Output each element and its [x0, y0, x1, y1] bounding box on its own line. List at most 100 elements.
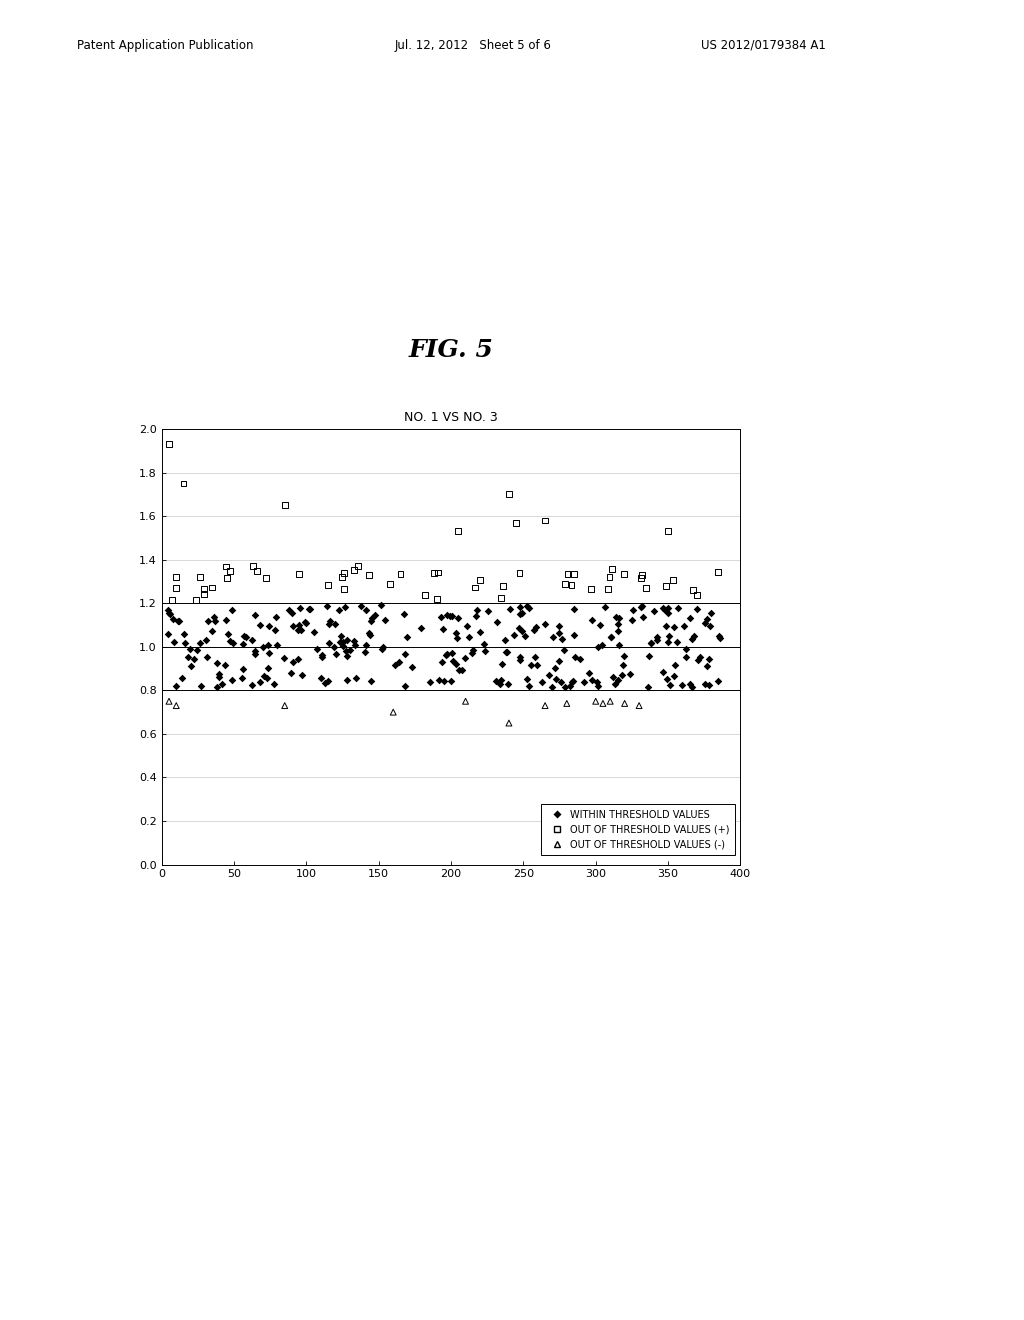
Point — [443, 605, 460, 626]
Point — [213, 675, 229, 696]
Point — [697, 673, 714, 694]
Point — [296, 611, 312, 632]
Point — [336, 562, 352, 583]
Point — [252, 614, 268, 635]
Point — [459, 615, 475, 636]
Point — [385, 702, 401, 723]
Point — [495, 576, 511, 597]
Point — [676, 616, 692, 638]
Point — [583, 578, 599, 599]
Point — [387, 655, 403, 676]
Point — [220, 624, 237, 645]
Point — [322, 610, 338, 631]
Point — [603, 558, 620, 579]
Point — [475, 634, 492, 655]
Point — [285, 615, 301, 636]
Point — [563, 574, 580, 595]
Point — [358, 635, 375, 656]
Point — [689, 585, 706, 606]
Legend: WITHIN THRESHOLD VALUES, OUT OF THRESHOLD VALUES (+), OUT OF THRESHOLD VALUES (-: WITHIN THRESHOLD VALUES, OUT OF THRESHOL… — [541, 804, 735, 855]
Point — [584, 669, 600, 690]
Point — [512, 647, 528, 668]
Point — [396, 676, 413, 697]
Point — [451, 660, 467, 681]
Point — [545, 626, 561, 647]
Point — [314, 647, 331, 668]
Point — [501, 713, 517, 734]
Point — [417, 585, 433, 606]
Point — [434, 619, 451, 640]
Point — [547, 657, 563, 678]
Point — [373, 595, 389, 616]
Point — [544, 677, 560, 698]
Point — [357, 599, 374, 620]
Point — [682, 673, 698, 694]
Point — [168, 675, 184, 696]
Point — [209, 677, 225, 698]
Point — [564, 672, 581, 693]
Point — [316, 673, 333, 694]
Point — [360, 622, 377, 643]
Point — [686, 626, 702, 647]
Text: Patent Application Publication: Patent Application Publication — [77, 38, 253, 51]
Point — [346, 560, 362, 581]
Point — [626, 599, 642, 620]
Point — [556, 573, 572, 594]
Point — [167, 577, 183, 598]
Point — [443, 671, 460, 692]
Point — [567, 647, 584, 668]
Point — [501, 483, 517, 504]
Point — [497, 630, 513, 651]
Point — [261, 615, 278, 636]
Point — [247, 643, 263, 664]
Point — [334, 566, 350, 587]
Point — [595, 693, 611, 714]
Point — [211, 667, 227, 688]
Point — [442, 605, 459, 626]
Point — [615, 645, 632, 667]
Point — [319, 595, 336, 616]
Point — [604, 667, 621, 688]
Point — [361, 565, 378, 586]
Point — [660, 598, 677, 619]
Point — [537, 696, 553, 717]
Point — [534, 672, 550, 693]
Point — [429, 589, 445, 610]
Point — [268, 635, 285, 656]
Point — [338, 640, 354, 661]
Point — [291, 615, 307, 636]
Point — [171, 610, 187, 631]
Point — [292, 619, 308, 640]
Point — [342, 640, 358, 661]
Point — [422, 672, 438, 693]
Point — [517, 626, 534, 647]
Point — [160, 599, 176, 620]
Point — [590, 636, 606, 657]
Point — [333, 626, 349, 647]
Point — [654, 661, 671, 682]
Point — [601, 566, 617, 587]
Point — [285, 651, 301, 672]
Point — [471, 622, 487, 643]
Point — [594, 635, 610, 656]
Point — [514, 603, 530, 624]
Point — [711, 561, 727, 582]
Point — [266, 619, 283, 640]
Point — [641, 645, 657, 667]
Point — [396, 643, 413, 664]
Point — [332, 632, 348, 653]
Point — [658, 576, 675, 597]
Point — [291, 564, 307, 585]
Point — [581, 663, 597, 684]
Point — [454, 659, 470, 680]
Point — [500, 673, 516, 694]
Point — [701, 615, 718, 636]
Point — [689, 598, 706, 619]
Point — [566, 598, 583, 619]
Point — [309, 639, 326, 660]
Point — [669, 631, 685, 652]
Point — [451, 521, 467, 543]
Point — [161, 603, 177, 624]
Point — [607, 607, 624, 628]
Point — [245, 554, 261, 576]
